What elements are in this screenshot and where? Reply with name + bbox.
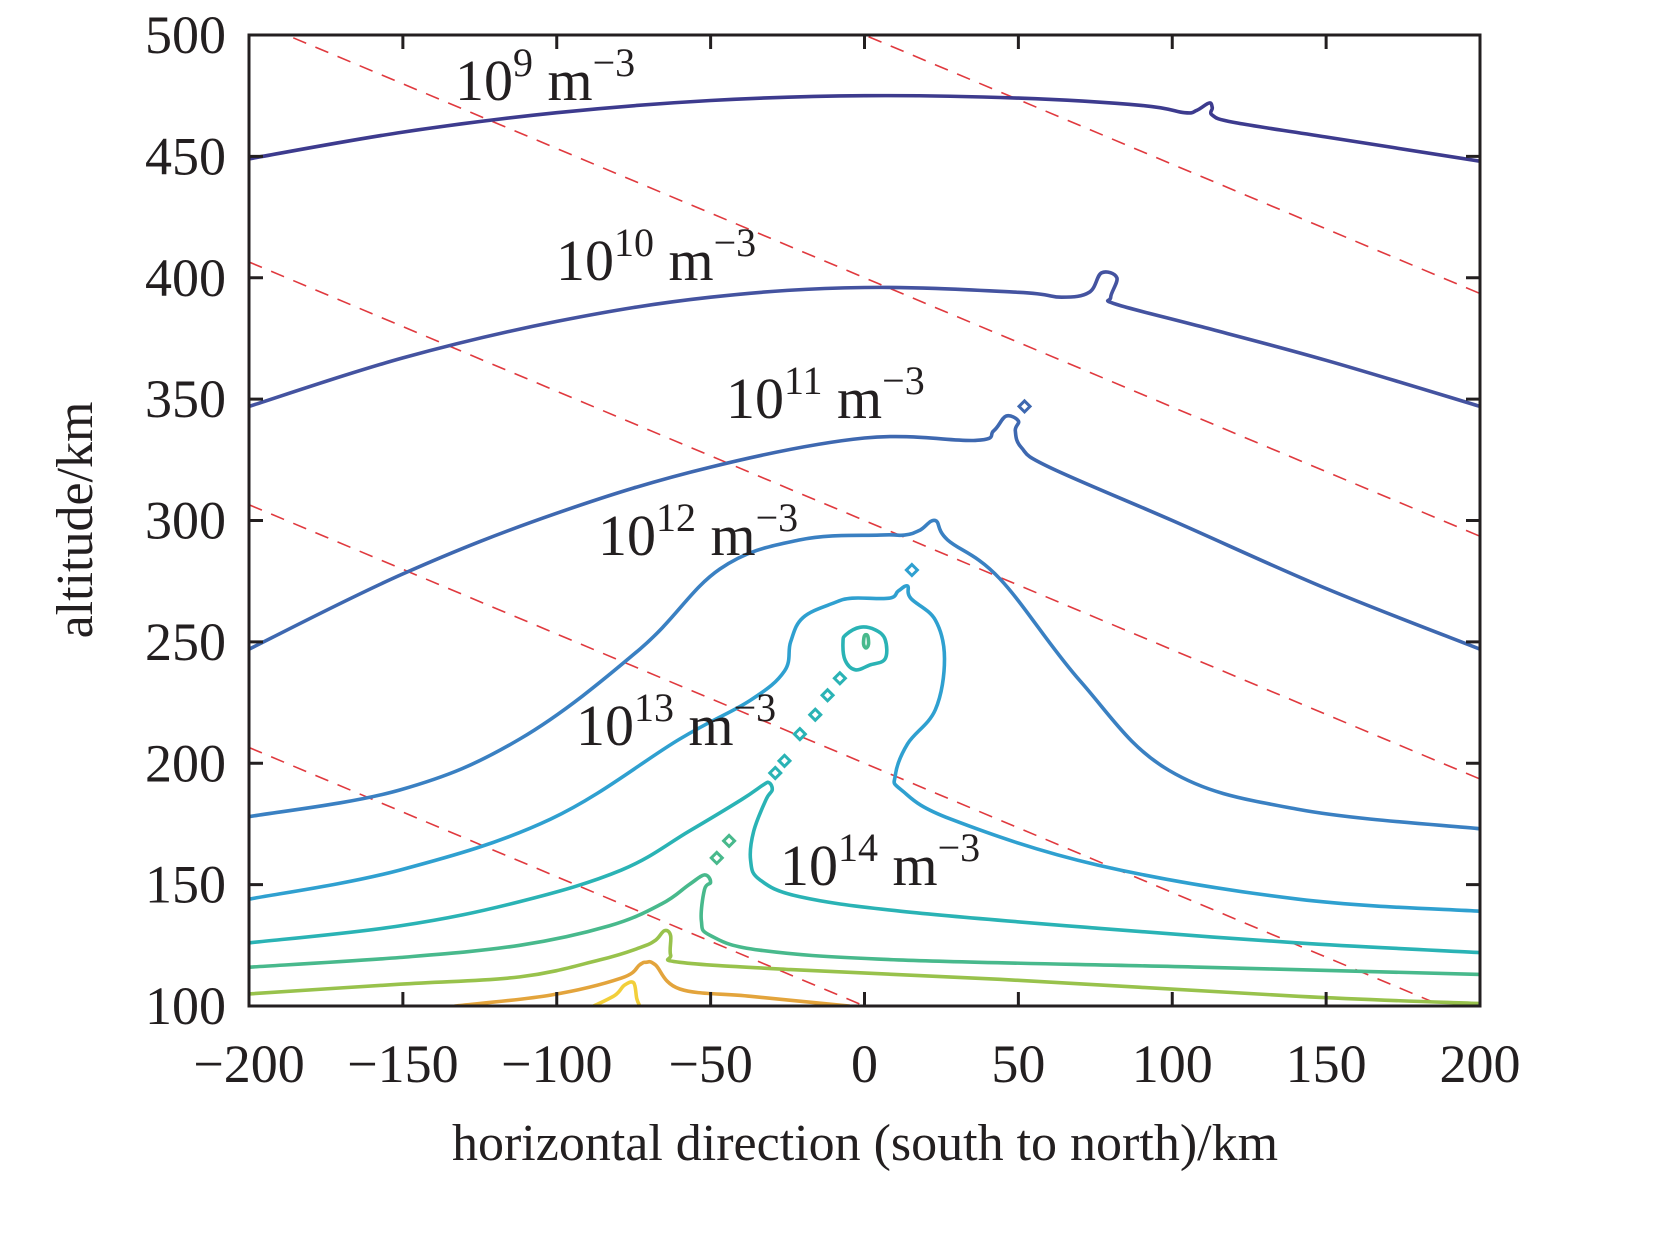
x-tick-label: −100 bbox=[501, 1034, 612, 1094]
y-tick-label: 400 bbox=[145, 248, 226, 308]
label-base: 10 bbox=[726, 366, 784, 431]
contour-label-1e10: 1010 m−3 bbox=[556, 220, 756, 293]
closed-contour bbox=[841, 625, 889, 672]
contour-label-1e12: 1012 m−3 bbox=[598, 495, 798, 568]
x-tick-label: 100 bbox=[1132, 1034, 1213, 1094]
label-unit: m bbox=[823, 366, 883, 431]
y-tick-label: 500 bbox=[145, 5, 226, 65]
label-unit-exponent: −3 bbox=[593, 40, 636, 85]
x-tick-label: 200 bbox=[1440, 1034, 1521, 1094]
label-exponent: 14 bbox=[838, 825, 878, 870]
label-unit-exponent: −3 bbox=[938, 825, 981, 870]
label-exponent: 12 bbox=[656, 495, 696, 540]
field-line bbox=[249, 261, 1480, 780]
label-unit: m bbox=[878, 833, 938, 898]
field-line bbox=[862, 35, 1480, 295]
contour-island bbox=[807, 707, 823, 723]
x-tick-label: −150 bbox=[347, 1034, 458, 1094]
contour-label-1e13: 1013 m−3 bbox=[576, 685, 776, 758]
y-tick-label: 350 bbox=[145, 369, 226, 429]
contour-line-1e10 bbox=[249, 270, 1480, 409]
contour-label-1e9: 109 m−3 bbox=[455, 40, 635, 113]
contour-line-1e11 bbox=[249, 413, 1480, 651]
label-unit-exponent: −3 bbox=[734, 685, 777, 730]
y-tick-label: 300 bbox=[145, 491, 226, 551]
field-line bbox=[249, 746, 867, 1006]
y-axis-title: altitude/km bbox=[47, 402, 104, 639]
contour-line bbox=[591, 980, 642, 1006]
contour-line bbox=[453, 959, 851, 1006]
y-tick-label: 250 bbox=[145, 612, 226, 672]
label-base: 10 bbox=[576, 693, 634, 758]
contour-island bbox=[832, 670, 848, 686]
label-exponent: 9 bbox=[513, 40, 533, 85]
label-base: 10 bbox=[780, 833, 838, 898]
label-base: 10 bbox=[455, 48, 513, 113]
label-unit: m bbox=[674, 693, 734, 758]
field-line bbox=[284, 35, 1480, 538]
contour-island bbox=[904, 562, 920, 578]
x-axis-title: horizontal direction (south to north)/km bbox=[452, 1115, 1278, 1172]
x-tick-label: −200 bbox=[193, 1034, 304, 1094]
y-tick-label: 150 bbox=[145, 855, 226, 915]
axis-ticks: −200 −150 −100 −50 0 50 100 150 200 100 150 200 250 3… bbox=[145, 5, 1521, 1094]
contour-lines bbox=[249, 93, 1480, 1006]
label-base: 10 bbox=[598, 503, 656, 568]
label-exponent: 10 bbox=[614, 220, 654, 265]
contour-island bbox=[792, 726, 808, 742]
y-tick-label: 200 bbox=[145, 733, 226, 793]
y-tick-label: 450 bbox=[145, 126, 226, 186]
contour-island bbox=[767, 765, 783, 781]
contour-island bbox=[1016, 398, 1033, 415]
contour-island bbox=[819, 687, 836, 703]
label-unit: m bbox=[533, 48, 593, 113]
contour-line bbox=[249, 873, 1480, 977]
contour-line-1e9 bbox=[249, 93, 1480, 163]
x-tick-label: 150 bbox=[1286, 1034, 1367, 1094]
contour-island bbox=[709, 850, 725, 866]
contour-line-1e14 bbox=[249, 780, 1480, 955]
contour-line-1e13 bbox=[249, 583, 1480, 914]
x-tick-label: 50 bbox=[991, 1034, 1045, 1094]
contour-line bbox=[249, 928, 1480, 1006]
label-unit-exponent: −3 bbox=[714, 220, 757, 265]
contour-island bbox=[776, 753, 793, 769]
contour-label-1e11: 1011 m−3 bbox=[726, 358, 925, 431]
x-tick-label: 0 bbox=[851, 1034, 878, 1094]
label-unit: m bbox=[654, 228, 714, 293]
contour-line-1e12 bbox=[249, 518, 1480, 831]
field-line bbox=[249, 503, 1445, 1006]
closed-contour bbox=[861, 632, 871, 650]
label-exponent: 11 bbox=[784, 358, 823, 403]
contour-label-1e14: 1014 m−3 bbox=[780, 825, 980, 898]
field-lines bbox=[249, 35, 1480, 1006]
label-unit-exponent: −3 bbox=[882, 358, 925, 403]
label-base: 10 bbox=[556, 228, 614, 293]
label-exponent: 13 bbox=[634, 685, 674, 730]
y-tick-label: 100 bbox=[145, 976, 226, 1036]
x-tick-label: −50 bbox=[668, 1034, 752, 1094]
contour-island bbox=[721, 833, 737, 849]
label-unit: m bbox=[696, 503, 756, 568]
label-unit-exponent: −3 bbox=[756, 495, 799, 540]
